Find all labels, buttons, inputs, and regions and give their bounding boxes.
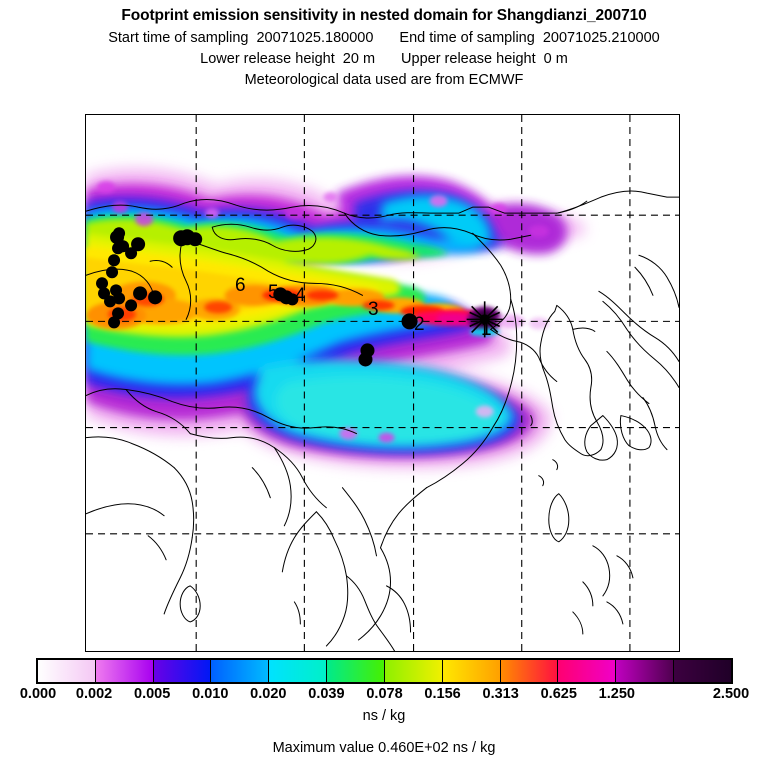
colorbar-segment — [269, 660, 328, 682]
maximum-value-label: Maximum value 0.460E+02 ns / kg — [272, 740, 496, 756]
particle-dot — [286, 293, 299, 306]
colorbar-tick: 2.500 — [712, 686, 750, 702]
colorbar-tick: 0.313 — [482, 686, 519, 702]
particle-dot — [112, 242, 125, 255]
footprint-plume-layer — [86, 168, 587, 468]
colorbar-segment — [327, 660, 385, 682]
particle-dot — [108, 316, 121, 329]
lower-release-height-label: Lower release height — [200, 51, 335, 67]
colorbar-unit-label: ns / kg — [362, 708, 406, 724]
colorbar-tick: 0.002 — [75, 686, 113, 702]
day-label-3: 3 — [368, 299, 379, 320]
particle-dot — [125, 299, 138, 312]
meteorological-source-line: Meteorological data used are from ECMWF — [244, 72, 524, 88]
map-panel[interactable]: 6 5 4 3 2 1 — [85, 114, 680, 652]
day-label-1: 1 — [481, 319, 492, 340]
colorbar-tick: 0.039 — [308, 686, 345, 702]
particle-dot — [125, 247, 138, 260]
colorbar-segment — [153, 660, 212, 682]
colorbar-tick: 0.010 — [192, 686, 229, 702]
particle-dot — [131, 237, 146, 252]
day-label-5: 5 — [268, 282, 279, 303]
graticule-grid-layer — [86, 115, 679, 651]
particle-dot — [133, 286, 148, 301]
figure-header: Footprint emission sensitivity in nested… — [0, 0, 768, 88]
colorbar-tick: 0.625 — [540, 686, 577, 702]
start-time-label: Start time of sampling — [108, 30, 249, 46]
colorbar-segment — [95, 660, 154, 682]
particle-dot — [112, 307, 125, 320]
particle-dot — [358, 352, 373, 367]
release-site-marker[interactable] — [466, 301, 503, 338]
particle-dot — [113, 227, 126, 240]
particle-dot — [110, 284, 123, 297]
colorbar-tick: 0.000 — [19, 686, 57, 702]
particle-dot — [188, 232, 203, 247]
day-label-2: 2 — [414, 314, 425, 335]
day-label-4: 4 — [295, 285, 306, 306]
particle-dot — [401, 313, 418, 330]
colorbar-segment — [384, 660, 443, 682]
lower-release-height-value: 20 m — [342, 51, 376, 67]
upper-release-height-label: Upper release height — [401, 51, 536, 67]
particle-dot-group — [96, 227, 418, 367]
particle-dot — [96, 277, 109, 290]
map-canvas: 6 5 4 3 2 1 — [86, 115, 679, 651]
end-time-value: 20071025.210000 — [542, 30, 660, 46]
start-time-value: 20071025.180000 — [256, 30, 374, 46]
colorbar-segment — [674, 660, 731, 682]
end-time-label: End time of sampling — [399, 30, 535, 46]
colorbar-segment — [38, 660, 96, 682]
colorbar-tick: 0.020 — [250, 686, 287, 702]
colorbar-segment — [558, 660, 617, 682]
particle-dot — [106, 266, 119, 279]
colorbar-tick: 1.250 — [598, 686, 635, 702]
page-title: Footprint emission sensitivity in nested… — [121, 7, 647, 24]
colorbar-segment — [211, 660, 270, 682]
colorbar-segment — [442, 660, 501, 682]
colorbar-segment — [616, 660, 675, 682]
coastline-layer — [86, 190, 679, 651]
particle-dot — [148, 290, 163, 305]
colorbar[interactable] — [36, 658, 733, 684]
colorbar-tick: 0.156 — [424, 686, 461, 702]
colorbar-tick: 0.078 — [366, 686, 403, 702]
particle-dot — [108, 254, 121, 267]
particle-dot — [104, 295, 117, 308]
colorbar-segment — [500, 660, 559, 682]
marker-layer[interactable] — [86, 115, 679, 651]
upper-release-height-value: 0 m — [543, 51, 568, 67]
release-height-line: Lower release height 20 m Upper release he… — [0, 51, 768, 67]
sampling-time-line: Start time of sampling 20071025.180000 End… — [0, 30, 768, 46]
colorbar-tick-labels: 0.000 0.002 0.005 0.010 0.020 0.039 0.078 0.156… — [0, 686, 768, 706]
colorbar-tick: 0.005 — [134, 686, 171, 702]
release-site-center — [479, 314, 490, 325]
day-label-6: 6 — [235, 275, 246, 296]
colorbar-gradient-strip — [36, 658, 733, 684]
